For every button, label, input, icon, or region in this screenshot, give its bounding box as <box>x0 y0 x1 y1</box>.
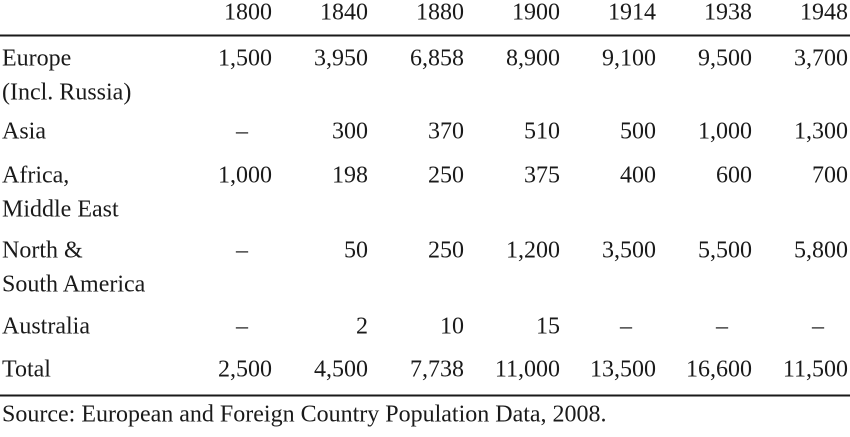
cell: 1,500 <box>218 46 272 72</box>
cell: – <box>235 238 249 264</box>
column-header: 1840 <box>320 0 368 26</box>
cell: 3,700 <box>794 46 848 72</box>
cell: 370 <box>428 119 464 145</box>
cell: 3,500 <box>602 238 656 264</box>
cell: – <box>811 314 825 340</box>
cell: 5,800 <box>794 238 848 264</box>
column-header: 1938 <box>704 0 752 26</box>
row-label: North & <box>2 238 83 264</box>
row-label: Total <box>2 357 51 383</box>
column-header: 1948 <box>800 0 848 26</box>
cell: 400 <box>620 163 656 189</box>
cell: 15 <box>536 314 560 340</box>
row-label: Europe <box>2 46 71 72</box>
cell: 7,738 <box>410 357 464 383</box>
row-label: (Incl. Russia) <box>2 80 131 106</box>
cell: 1,000 <box>218 163 272 189</box>
cell: 500 <box>620 119 656 145</box>
cell: 4,500 <box>314 357 368 383</box>
row-label: Asia <box>2 119 46 145</box>
cell: 300 <box>332 119 368 145</box>
cell: 8,900 <box>506 46 560 72</box>
cell: 375 <box>524 163 560 189</box>
cell: 3,950 <box>314 46 368 72</box>
cell: 600 <box>716 163 752 189</box>
cell: 250 <box>428 238 464 264</box>
cell: 50 <box>344 238 368 264</box>
cell: 10 <box>440 314 464 340</box>
cell: 16,600 <box>686 357 752 383</box>
cell: – <box>715 314 729 340</box>
cell: 9,100 <box>602 46 656 72</box>
cell: 11,500 <box>783 357 848 383</box>
cell: 6,858 <box>410 46 464 72</box>
cell: 198 <box>332 163 368 189</box>
cell: 1,000 <box>698 119 752 145</box>
cell: – <box>235 119 249 145</box>
column-header: 1914 <box>608 0 656 26</box>
cell: 2 <box>356 314 368 340</box>
column-header: 1880 <box>416 0 464 26</box>
cell: 13,500 <box>590 357 656 383</box>
cell: – <box>235 314 249 340</box>
cell: 1,200 <box>506 238 560 264</box>
cell: 700 <box>812 163 848 189</box>
cell: 510 <box>524 119 560 145</box>
cell: 250 <box>428 163 464 189</box>
cell: 2,500 <box>218 357 272 383</box>
cell: 1,300 <box>794 119 848 145</box>
cell: 11,000 <box>495 357 560 383</box>
column-header: 1900 <box>512 0 560 26</box>
cell: – <box>619 314 633 340</box>
row-label: Australia <box>2 314 90 340</box>
source-note: Source: European and Foreign Country Pop… <box>2 402 607 428</box>
row-label: Africa, <box>2 163 69 189</box>
cell: 5,500 <box>698 238 752 264</box>
cell: 9,500 <box>698 46 752 72</box>
row-label: Middle East <box>2 197 119 223</box>
column-header: 1800 <box>224 0 272 26</box>
row-label: South America <box>2 272 146 298</box>
